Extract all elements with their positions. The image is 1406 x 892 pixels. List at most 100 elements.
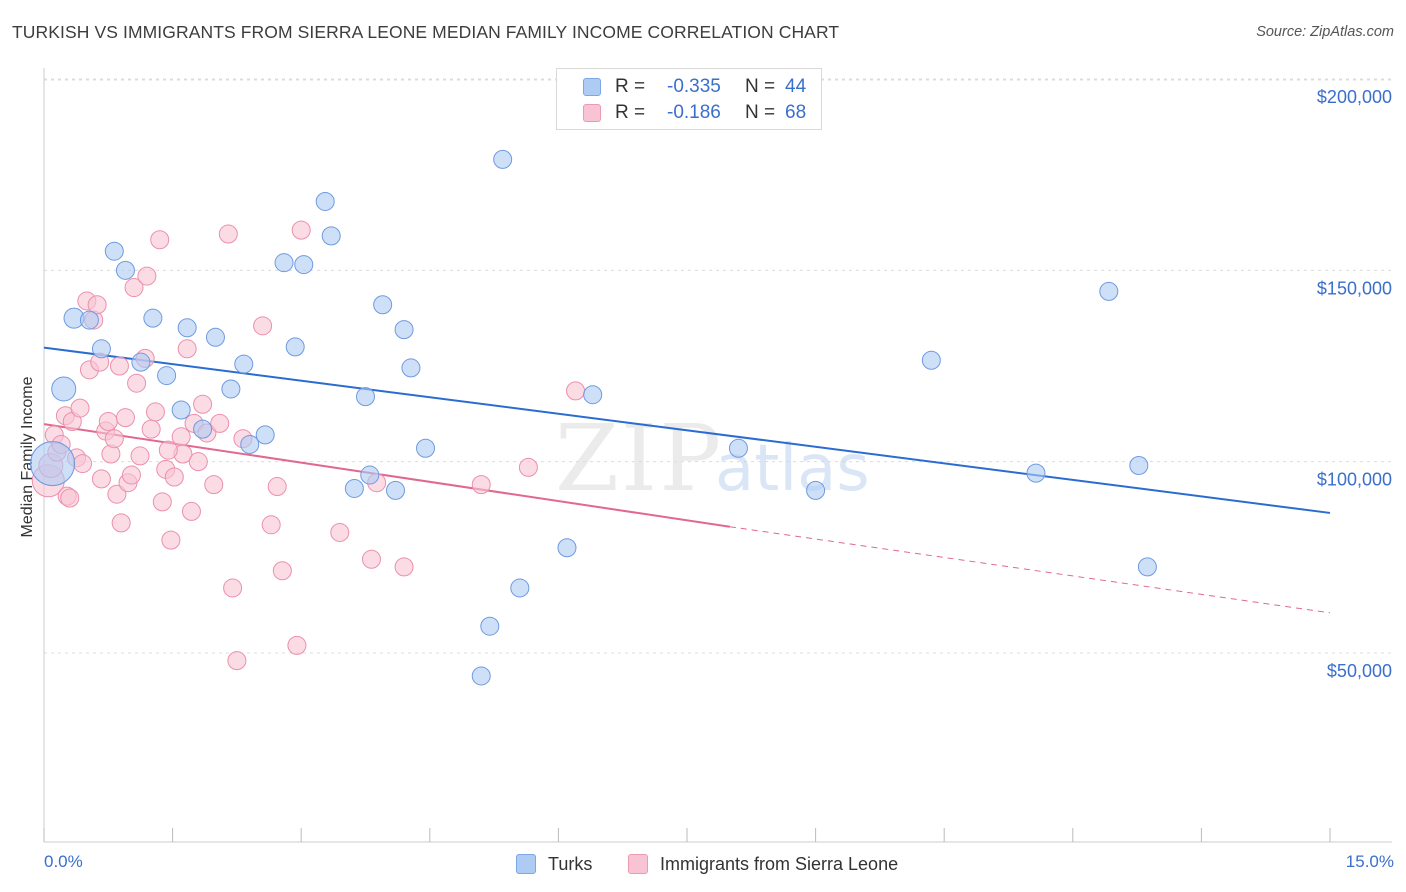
legend-n-value: 68 [785,102,807,123]
legend-row-turks: R = -0.335 N = 44 [583,75,806,99]
y-tick-label: $50,000 [1327,661,1392,681]
point-turks [294,255,314,275]
x-axis-min-label: 0.0% [44,852,83,871]
data-points [30,149,1157,686]
point-turks [583,385,603,405]
point-sierra-leone [171,427,191,447]
point-sierra-leone [227,651,247,671]
trend-line-sierra-leone-extension [729,526,1331,614]
point-turks [234,354,254,374]
point-turks [1099,281,1119,301]
point-sierra-leone [394,557,414,577]
legend-row-sierra-leone: R = -0.186 N = 68 [583,101,806,125]
legend-swatch-sierra-leone [583,104,601,122]
chart-title: TURKISH VS IMMIGRANTS FROM SIERRA LEONE … [12,22,840,42]
legend-r-value: -0.335 [667,76,721,97]
point-turks [315,191,335,211]
point-turks [143,308,163,328]
point-sierra-leone [161,530,181,550]
point-turks [91,339,111,359]
stats-legend: R = -0.335 N = 44 R = -0.186 N = 68 [556,68,822,130]
point-sierra-leone [73,454,93,474]
point-sierra-leone [98,411,118,431]
point-sierra-leone [152,492,172,512]
point-turks [51,376,77,402]
point-turks [394,320,414,340]
point-turks [171,400,191,420]
legend-label-turks: Turks [548,853,593,874]
point-sierra-leone [267,477,287,497]
point-turks [115,260,135,280]
point-turks [157,366,177,386]
legend-item-turks[interactable]: Turks [516,852,592,876]
point-sierra-leone [121,465,141,485]
legend-n-label: N = [745,76,776,97]
point-turks [401,358,421,378]
series-legend: Turks Immigrants from Sierra Leone [0,852,1406,876]
point-sierra-leone [145,402,165,422]
point-sierra-leone [137,266,157,286]
y-tick-label: $100,000 [1317,470,1392,490]
point-sierra-leone [330,522,350,542]
point-sierra-leone [87,295,107,315]
point-sierra-leone [362,549,382,569]
point-sierra-leone [109,356,129,376]
point-sierra-leone [181,501,201,521]
y-tick-label: $200,000 [1317,87,1392,107]
point-turks [344,478,364,498]
point-turks [1129,455,1149,475]
point-turks [240,434,260,454]
point-sierra-leone [223,578,243,598]
point-turks [416,438,436,458]
legend-r-label: R = [615,76,646,97]
point-turks [360,465,380,485]
legend-swatch-turks [583,78,601,96]
point-sierra-leone [115,408,135,428]
point-turks [104,241,124,261]
point-sierra-leone [253,316,273,336]
point-turks [480,616,500,636]
point-sierra-leone [188,452,208,472]
point-turks [131,352,151,372]
point-sierra-leone [158,440,178,460]
point-turks [510,578,530,598]
point-turks [321,226,341,246]
point-sierra-leone [111,513,131,533]
point-sierra-leone [127,373,147,393]
point-turks [285,337,305,357]
point-sierra-leone [177,339,197,359]
legend-item-sierra-leone[interactable]: Immigrants from Sierra Leone [628,852,898,876]
trend-line-sierra-leone [43,423,731,528]
point-turks [471,666,491,686]
point-turks [557,538,577,558]
point-turks [274,253,294,273]
point-turks [386,480,406,500]
legend-swatch-turks [516,854,536,874]
point-turks [255,425,275,445]
legend-r-label: R = [615,102,646,123]
point-turks [1026,463,1046,483]
point-sierra-leone [518,457,538,477]
x-axis-max-label: 15.0% [1345,852,1394,871]
point-sierra-leone [272,561,292,581]
point-sierra-leone [60,488,80,508]
point-sierra-leone [91,469,111,489]
point-turks [356,387,375,407]
point-turks [79,310,99,330]
point-sierra-leone [124,278,144,298]
point-turks [806,480,826,500]
point-sierra-leone [287,635,307,655]
point-sierra-leone [130,446,150,466]
trend-line-turks [43,346,1331,514]
legend-n-value: 44 [785,76,807,97]
y-tick-label: $150,000 [1317,278,1392,298]
point-turks [373,295,393,315]
legend-r-value: -0.186 [667,102,721,123]
point-turks [177,318,197,338]
point-sierra-leone [193,394,213,414]
y-tick-labels: $50,000 $100,000 $150,000 $200,000 [1317,87,1392,681]
point-turks [493,149,513,169]
point-sierra-leone [70,398,90,418]
point-sierra-leone [104,429,124,449]
